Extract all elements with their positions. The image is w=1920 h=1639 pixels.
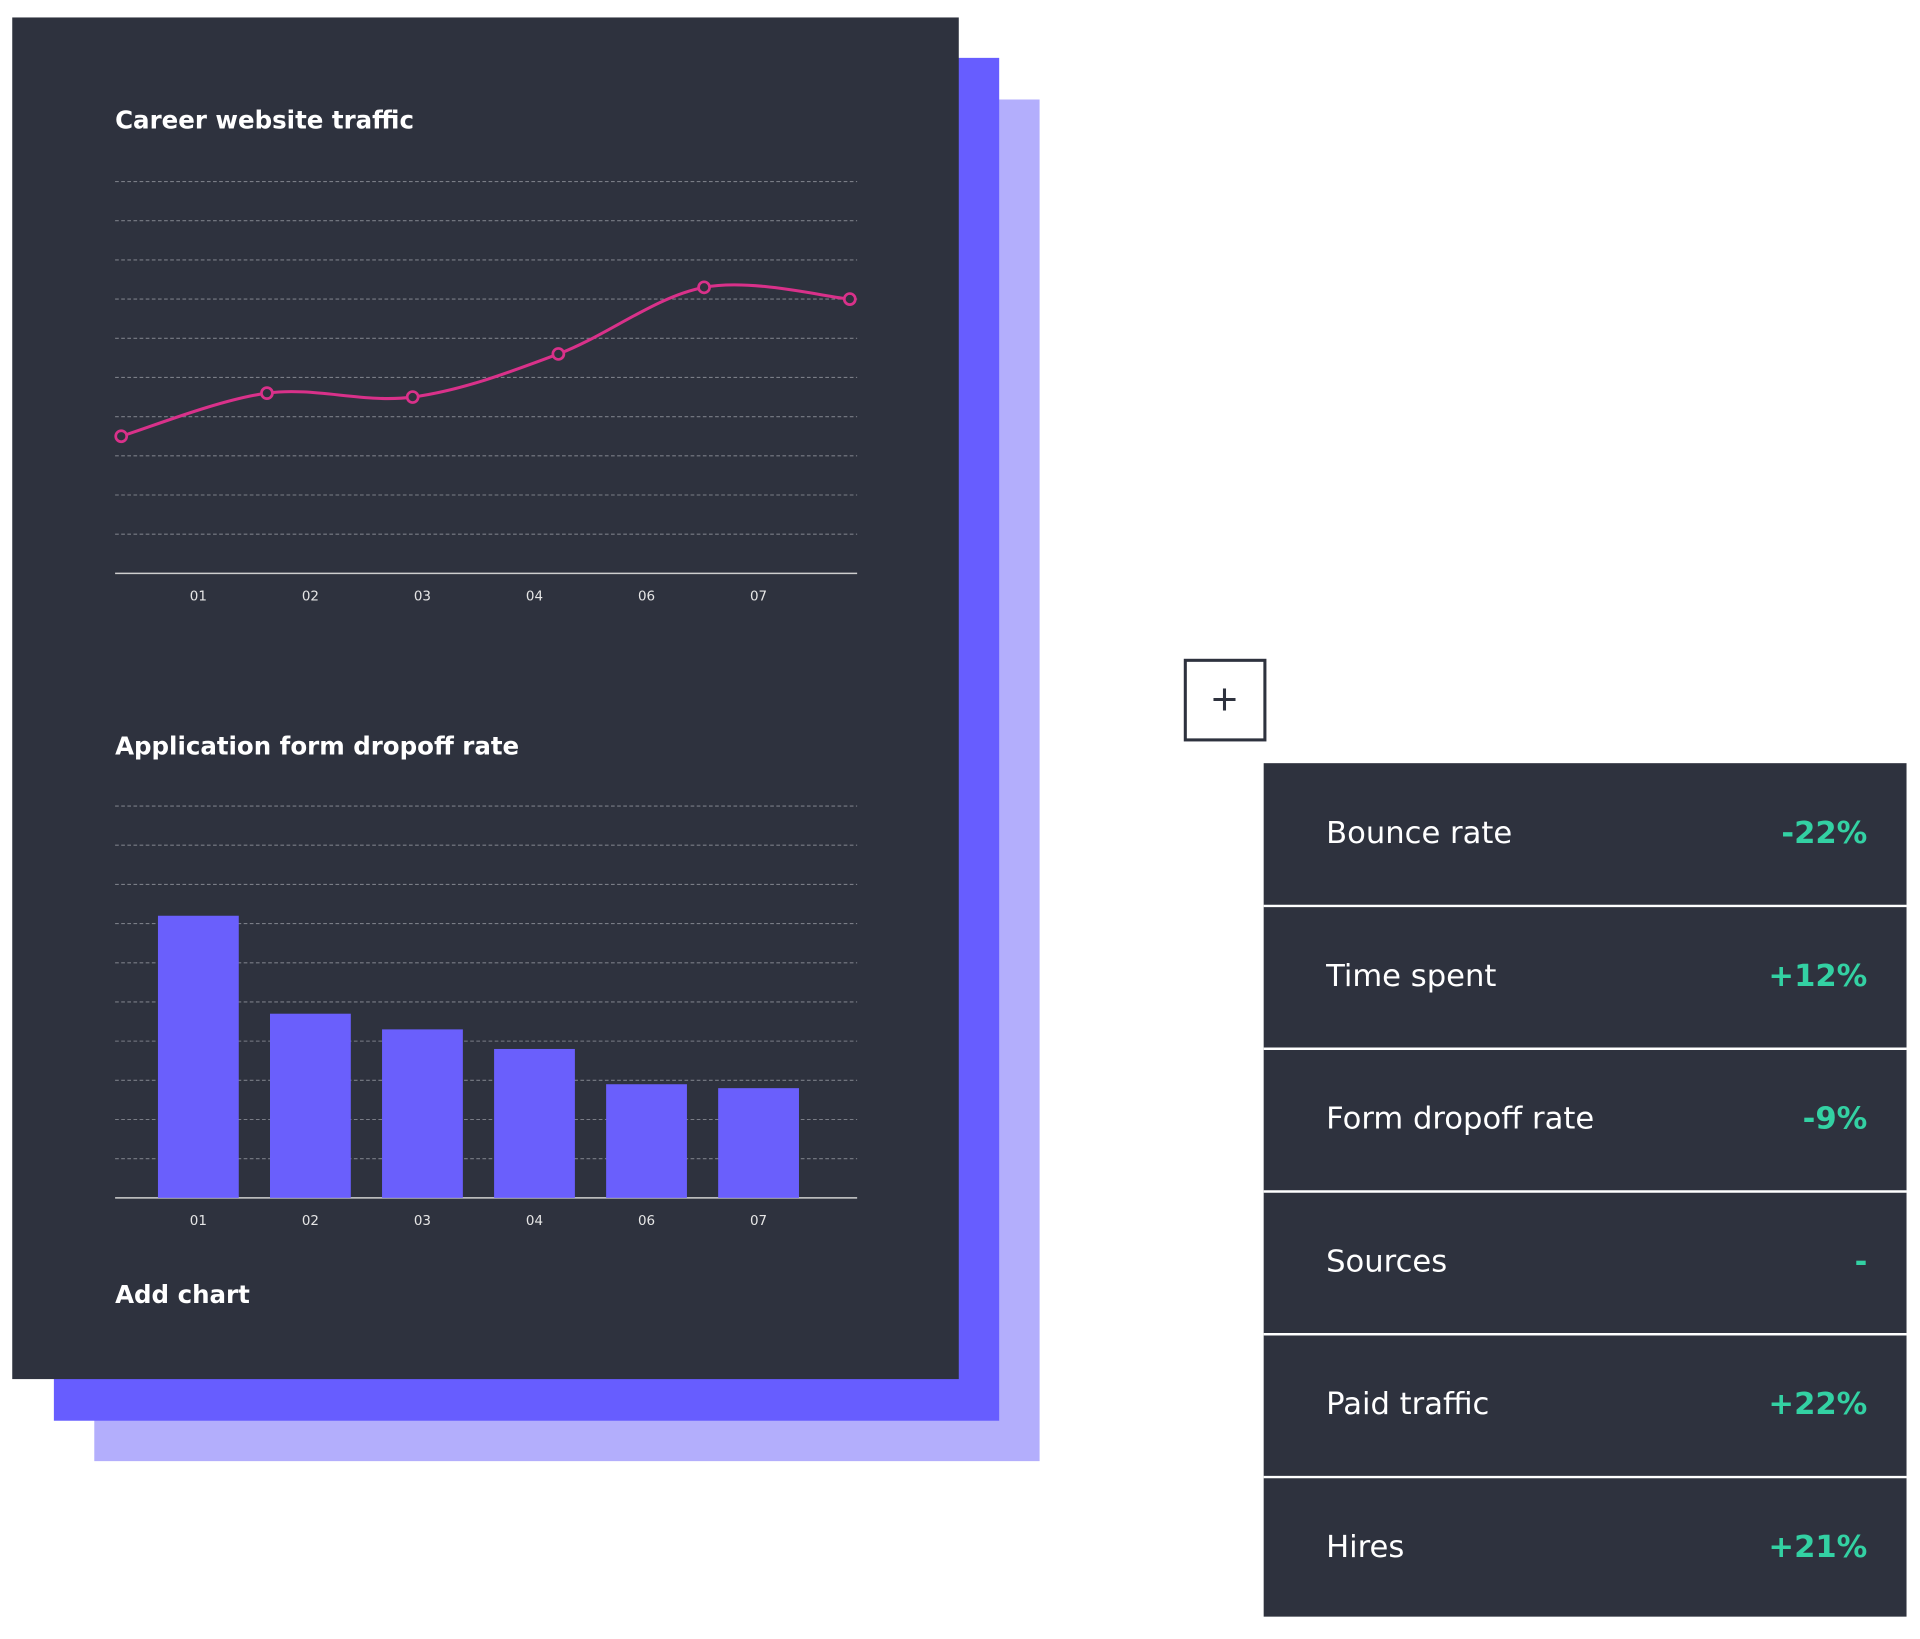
point <box>405 390 420 404</box>
x-tick-label: 06 <box>638 1214 655 1229</box>
metrics-table: Bounce rate -22% Time spent +12% Form dropof… <box>1263 816 1907 1565</box>
point <box>551 347 566 361</box>
chart-title: Career website traffic <box>115 106 414 135</box>
bar <box>718 1088 799 1198</box>
metric-label: Sources <box>1326 1244 1447 1279</box>
x-tick-label: 06 <box>638 590 655 605</box>
bar <box>494 1048 575 1198</box>
chart-card <box>12 17 959 1380</box>
metric-value: - <box>1855 1244 1868 1279</box>
metric-label: Bounce rate <box>1326 816 1512 851</box>
plots: 01 02 03 04 06 07 01 02 03 04 06 07 <box>114 180 858 1229</box>
metrics-panel <box>1263 763 1907 1617</box>
point <box>260 386 274 400</box>
bar <box>157 915 239 1198</box>
x-tick-label: 07 <box>750 590 767 605</box>
metric-value: +21% <box>1768 1530 1867 1565</box>
add-button-frame[interactable] <box>1183 658 1267 742</box>
chart-title: Application form dropoff rate <box>115 731 519 760</box>
point <box>842 292 857 306</box>
x-tick-label: 04 <box>526 590 543 605</box>
bar <box>382 1029 463 1198</box>
metric-value: -9% <box>1803 1102 1868 1137</box>
bar <box>606 1084 687 1198</box>
metric-label: Paid traffic <box>1326 1387 1489 1422</box>
add-button[interactable] <box>1183 658 1267 742</box>
metric-label: Form dropoff rate <box>1326 1102 1594 1137</box>
x-tick-label: 07 <box>750 1214 767 1229</box>
x-tick-label: 03 <box>414 590 431 605</box>
point <box>114 429 129 444</box>
line <box>120 283 850 438</box>
point <box>697 280 711 295</box>
metric-label: Hires <box>1326 1530 1404 1565</box>
metric-value: -22% <box>1781 816 1867 851</box>
x-tick-label: 01 <box>190 590 207 605</box>
x-tick-label: 01 <box>190 1214 207 1229</box>
x-tick-label: 04 <box>526 1214 543 1229</box>
metric-value: +12% <box>1768 959 1867 994</box>
x-tick-label: 03 <box>414 1214 431 1229</box>
add-chart[interactable]: Add chart <box>115 1280 250 1309</box>
metric-label: Time spent <box>1325 959 1496 994</box>
x-tick-label: 02 <box>302 590 319 605</box>
x-tick-label: 02 <box>302 1214 319 1229</box>
bar <box>270 1013 351 1198</box>
metric-value: +22% <box>1768 1387 1867 1422</box>
